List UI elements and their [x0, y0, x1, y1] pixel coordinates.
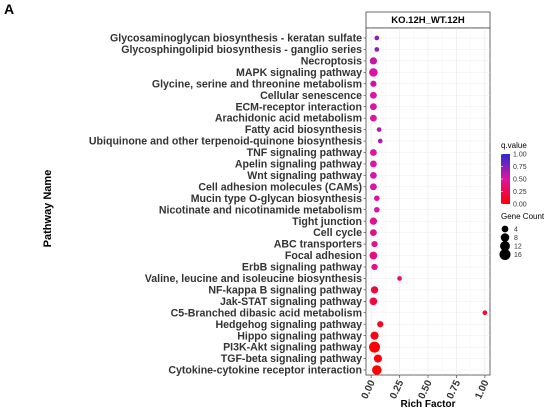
- data-point: [374, 195, 380, 202]
- data-point: [369, 68, 378, 77]
- x-tick-label: 0.75: [445, 378, 463, 401]
- y-tick-label: Glycosaminoglycan biosynthesis - keratan…: [110, 33, 362, 45]
- y-axis-labels: Glycosaminoglycan biosynthesis - keratan…: [89, 33, 362, 377]
- size-legend-key: [500, 241, 510, 251]
- y-tick-label: Glycine, serine and threonine metabolism: [152, 78, 362, 90]
- size-legend-key: [499, 249, 511, 260]
- y-tick-label: Cytokine-cytokine receptor interaction: [168, 365, 362, 377]
- y-tick-label: Wnt signaling pathway: [247, 170, 362, 182]
- size-legend: Gene Count 4 812 16: [499, 212, 545, 260]
- y-tick-label: PI3K-Akt signaling pathway: [223, 342, 362, 354]
- y-axis-title: Pathway Name: [42, 170, 54, 248]
- data-point: [376, 127, 382, 132]
- facet-title: KO.12H_WT.12H: [391, 15, 465, 26]
- data-points: [369, 35, 488, 375]
- size-legend-label: 12: [514, 243, 522, 250]
- data-point: [373, 354, 383, 363]
- y-tick-label: Necroptosis: [301, 55, 362, 67]
- y-tick-label: Nicotinate and nicotinamide metabolism: [159, 204, 362, 216]
- data-point: [369, 341, 381, 353]
- data-point: [377, 138, 383, 144]
- grid-lines: [366, 28, 490, 375]
- data-point: [377, 321, 384, 328]
- color-legend-label: 0.00: [513, 201, 527, 208]
- y-tick-label: Ubiquinone and other terpenoid-quinone b…: [89, 136, 362, 148]
- x-tick-label: 0.50: [417, 378, 435, 401]
- data-point: [369, 217, 378, 225]
- data-point: [370, 331, 379, 340]
- y-tick-label: Tight junction: [292, 216, 362, 228]
- data-point: [482, 310, 488, 316]
- data-point: [369, 103, 377, 111]
- data-point: [397, 276, 402, 281]
- data-point: [371, 263, 378, 271]
- data-point: [369, 160, 377, 168]
- size-legend-key: [501, 225, 509, 233]
- y-tick-label: ErbB signaling pathway: [242, 262, 362, 274]
- y-tick-label: ABC transporters: [274, 239, 362, 251]
- color-legend-title: q.value: [501, 141, 527, 150]
- y-tick-label: Cell cycle: [313, 227, 362, 239]
- data-point: [369, 297, 378, 306]
- size-legend-key: [500, 233, 510, 242]
- data-point: [372, 365, 382, 375]
- data-point: [374, 35, 380, 41]
- data-point: [374, 206, 380, 213]
- y-tick-label: Mucin type O-glycan biosynthesis: [191, 193, 362, 205]
- y-tick-label: NF-kappa B signaling pathway: [208, 284, 362, 296]
- data-point: [369, 91, 377, 99]
- y-tick-label: TNF signaling pathway: [247, 147, 362, 159]
- size-legend-label: 8: [514, 235, 518, 242]
- x-axis: 0.00 0.25 0.50 0.75 1.00: [360, 375, 492, 401]
- data-point: [370, 80, 377, 87]
- data-point: [370, 286, 379, 294]
- x-tick-label: 1.00: [473, 378, 491, 401]
- data-point: [369, 229, 377, 237]
- y-tick-label: MAPK signaling pathway: [236, 67, 362, 79]
- data-point: [374, 47, 380, 52]
- facet-strip: KO.12H_WT.12H: [365, 11, 491, 29]
- y-tick-label: C5-Branched dibasic acid metabolism: [171, 307, 362, 319]
- y-tick-label: Jak-STAT signaling pathway: [220, 296, 362, 308]
- y-tick-label: Glycosphingolipid biosynthesis - ganglio…: [121, 44, 362, 56]
- data-point: [369, 251, 378, 260]
- color-legend-label: 1.00: [513, 151, 527, 158]
- color-legend-label: 0.25: [513, 189, 527, 196]
- size-legend-label: 4: [514, 226, 518, 233]
- data-point: [369, 114, 377, 122]
- size-legend-title: Gene Count: [501, 212, 545, 221]
- y-tick-label: ECM-receptor interaction: [235, 101, 362, 113]
- y-tick-label: Cellular senescence: [260, 90, 362, 102]
- data-point: [369, 183, 377, 191]
- color-legend-label: 0.75: [513, 164, 527, 171]
- y-axis-ticks: [363, 37, 366, 371]
- y-tick-label: Hedgehog signaling pathway: [215, 319, 362, 331]
- y-tick-label: Arachidonic acid metabolism: [215, 113, 362, 125]
- y-tick-label: Fatty acid biosynthesis: [245, 124, 362, 136]
- color-legend-label: 0.50: [513, 176, 527, 183]
- y-tick-label: Cell adhesion molecules (CAMs): [198, 181, 362, 193]
- x-axis-title: Rich Factor: [400, 399, 455, 410]
- panel-letter: A: [4, 1, 14, 17]
- data-point: [369, 149, 377, 156]
- y-tick-label: TGF-beta signaling pathway: [221, 353, 362, 365]
- y-tick-label: Hippo signaling pathway: [237, 330, 362, 342]
- data-point: [369, 171, 377, 179]
- y-tick-label: Focal adhesion: [285, 250, 362, 262]
- x-tick-label: 0.00: [360, 378, 378, 401]
- data-point: [369, 57, 378, 65]
- x-tick-label: 0.25: [388, 378, 406, 401]
- color-bar: [501, 154, 510, 204]
- y-tick-label: Apelin signaling pathway: [235, 159, 362, 171]
- data-point: [371, 240, 378, 248]
- y-tick-label: Valine, leucine and isoleucine biosynthe…: [145, 273, 362, 285]
- size-legend-label: 16: [514, 252, 522, 259]
